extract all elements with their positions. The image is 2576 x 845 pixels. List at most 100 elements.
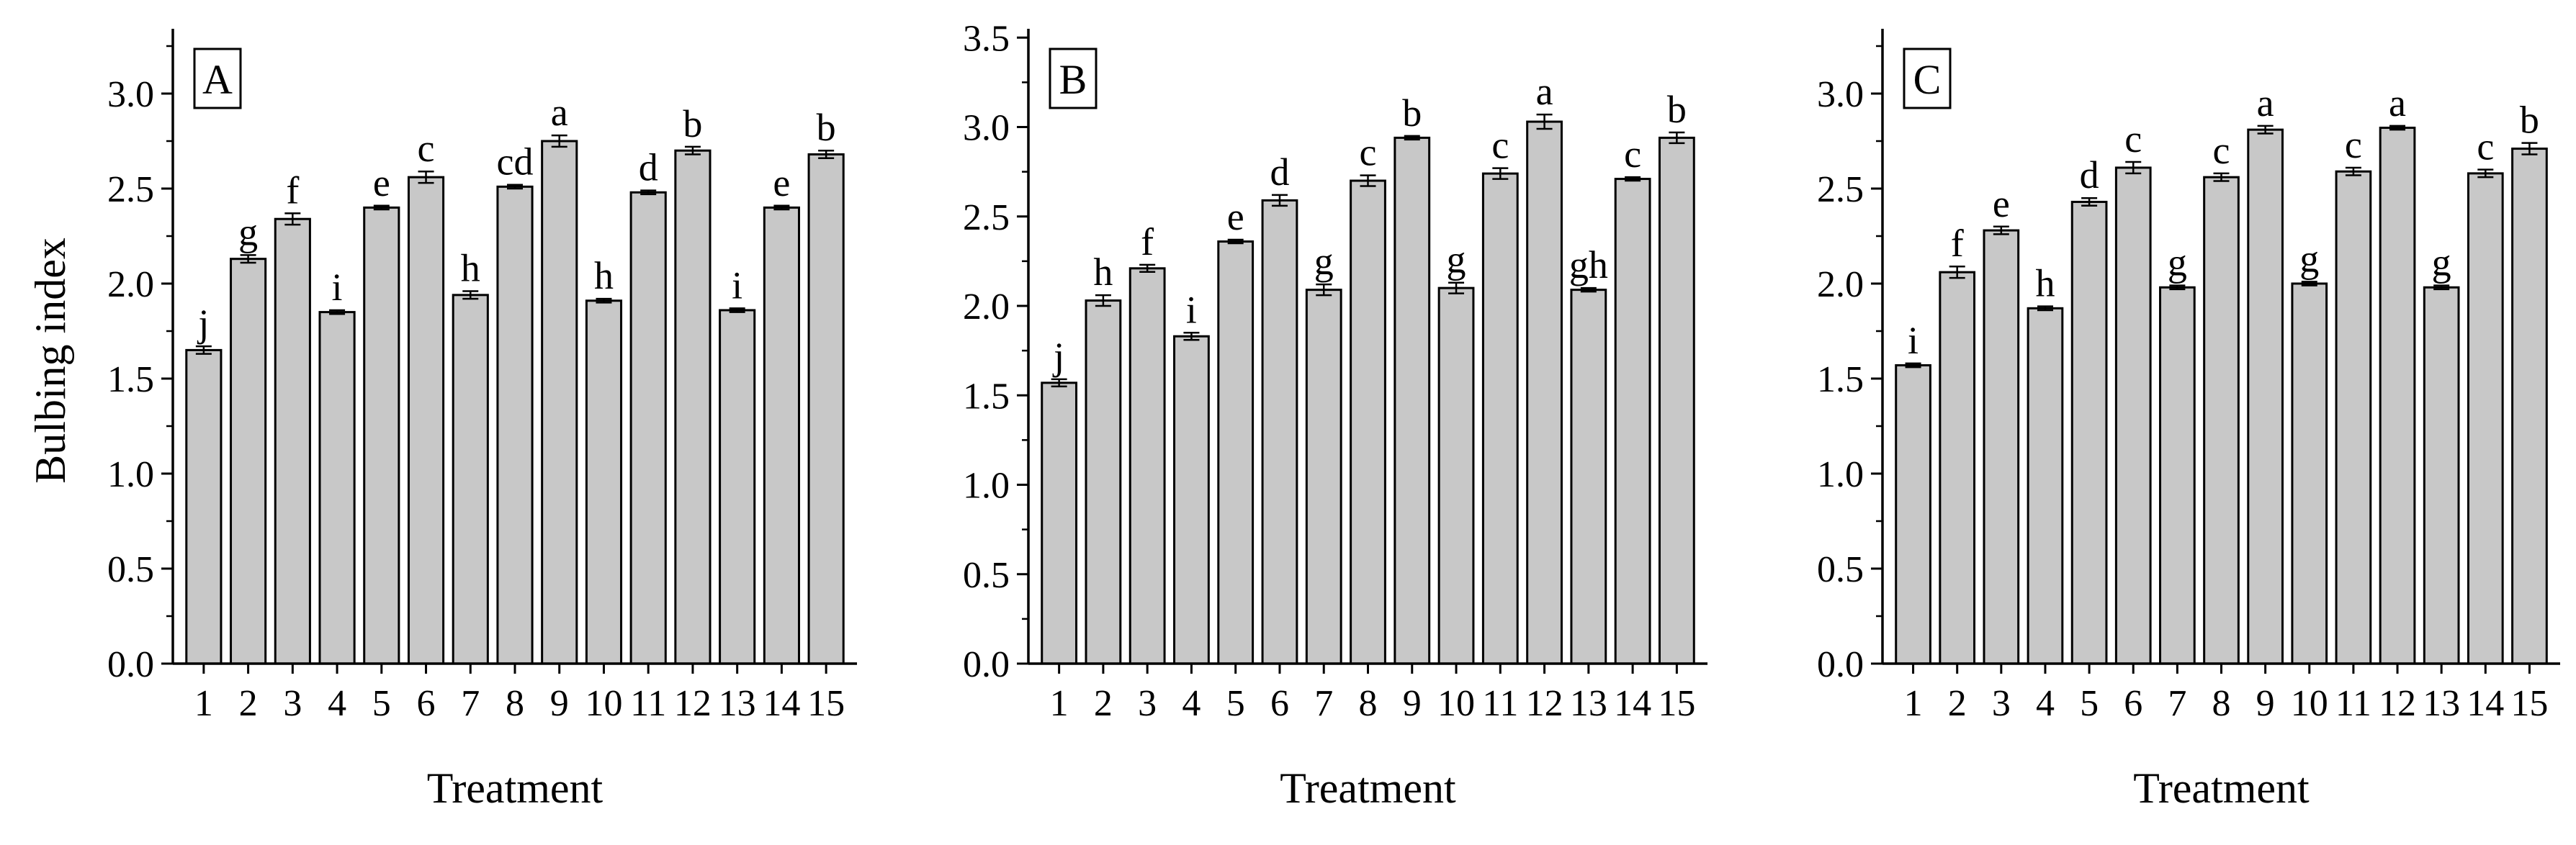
error-bar-C-7 <box>2169 284 2186 291</box>
x-tick-label: 11 <box>2335 683 2371 724</box>
error-bar-C-3 <box>1993 225 2009 235</box>
x-tick-label: 5 <box>2080 683 2099 724</box>
significance-letter: c <box>1491 124 1509 167</box>
error-bar-B-4 <box>1183 332 1200 341</box>
x-tick-label: 5 <box>1226 683 1245 724</box>
error-bar-A-1 <box>195 345 212 355</box>
bar-B-1 <box>1041 381 1078 665</box>
x-tick-label: 6 <box>2124 683 2142 724</box>
x-tick-label: 9 <box>2256 683 2275 724</box>
x-tick-label: 1 <box>1904 683 1923 724</box>
x-tick-label: 3 <box>283 683 302 724</box>
x-tick-label: 10 <box>1437 683 1475 724</box>
error-bar-C-10 <box>2301 281 2317 286</box>
significance-letter: c <box>2124 117 2142 161</box>
bar-B-7 <box>1305 289 1342 665</box>
significance-letter: g <box>2299 237 2319 280</box>
y-tick-label: 1.0 <box>1817 454 1864 495</box>
x-tick-label: 7 <box>1314 683 1333 724</box>
bar-A-11 <box>629 191 667 665</box>
error-bar-C-4 <box>2037 305 2053 312</box>
y-tick-label: 0.5 <box>107 549 154 590</box>
bar-C-9 <box>2247 128 2284 665</box>
panel-label: A <box>202 56 233 103</box>
y-tick-label: 1.0 <box>107 454 154 495</box>
y-axis-title: Bulbing index <box>27 238 74 484</box>
bar-A-8 <box>496 185 534 665</box>
significance-letter: i <box>1186 288 1197 331</box>
y-tick-label: 1.5 <box>1817 359 1864 400</box>
bar-A-14 <box>763 206 800 665</box>
chart-panel-A: j 1 g 2 f 3 i 4 e 5 c 6 h 7 cd 8 a 9 h 10 d 11 b 12 i 13 e 14 b 15 0.0… <box>27 29 857 812</box>
error-bar-C-5 <box>2081 196 2098 207</box>
bar-B-14 <box>1614 178 1651 665</box>
error-bar-A-11 <box>640 189 657 196</box>
error-bar-C-9 <box>2257 125 2274 135</box>
error-bar-C-15 <box>2521 142 2538 155</box>
x-tick-label: 4 <box>2036 683 2055 724</box>
significance-letter: d <box>2080 153 2099 196</box>
bar-C-7 <box>2159 286 2196 665</box>
error-bar-B-1 <box>1051 378 1067 388</box>
error-bar-A-8 <box>507 184 523 190</box>
y-tick-label: 1.5 <box>107 359 154 400</box>
bar-B-11 <box>1481 172 1519 665</box>
bar-C-5 <box>2070 200 2108 665</box>
x-tick-label: 10 <box>2291 683 2328 724</box>
error-bar-A-10 <box>596 297 612 304</box>
x-tick-label: 2 <box>1094 683 1113 724</box>
bar-C-12 <box>2379 127 2416 665</box>
y-tick-label: 3.0 <box>1817 74 1864 115</box>
bar-A-7 <box>452 294 489 665</box>
bar-A-2 <box>230 258 267 665</box>
significance-letter: a <box>1536 70 1553 113</box>
x-tick-label: 13 <box>2423 683 2460 724</box>
significance-letter: e <box>373 161 390 204</box>
significance-letter: a <box>2389 81 2406 125</box>
x-axis-title: Treatment <box>427 764 603 812</box>
significance-letter: f <box>286 168 299 212</box>
y-tick-label: 3.0 <box>107 74 154 115</box>
bar-A-9 <box>541 140 578 665</box>
x-tick-label: 15 <box>2510 683 2548 724</box>
y-tick-label: 0.0 <box>1817 644 1864 685</box>
significance-letter: i <box>332 266 343 309</box>
significance-letter: b <box>817 106 836 149</box>
bar-B-12 <box>1526 120 1563 665</box>
x-tick-label: 8 <box>2212 683 2231 724</box>
error-bar-A-15 <box>818 149 835 160</box>
significance-letter: e <box>1993 182 2010 225</box>
x-tick-label: 4 <box>1182 683 1201 724</box>
x-tick-label: 13 <box>719 683 756 724</box>
significance-letter: e <box>773 161 790 204</box>
significance-letter: g <box>2168 241 2187 284</box>
bar-C-6 <box>2114 166 2152 665</box>
bar-C-15 <box>2511 148 2548 665</box>
bar-B-15 <box>1658 136 1695 665</box>
x-axis-title: Treatment <box>2133 764 2310 812</box>
x-tick-label: 14 <box>2467 683 2504 724</box>
error-bar-B-12 <box>1536 113 1553 130</box>
significance-letter: d <box>1270 150 1289 194</box>
x-tick-label: 11 <box>630 683 666 724</box>
significance-letter: j <box>197 302 209 345</box>
y-tick-label: 2.5 <box>107 169 154 210</box>
significance-letter: h <box>594 254 614 297</box>
bar-A-6 <box>407 176 445 665</box>
bar-B-5 <box>1217 240 1255 665</box>
error-bar-B-11 <box>1492 167 1509 180</box>
bar-A-3 <box>274 217 311 665</box>
x-tick-label: 3 <box>1992 683 2011 724</box>
error-bar-B-8 <box>1360 174 1376 187</box>
panel-label-box <box>1049 48 1098 109</box>
x-tick-label: 10 <box>585 683 622 724</box>
significance-letter: f <box>1951 222 1964 265</box>
error-bar-C-12 <box>2389 125 2406 131</box>
bar-C-1 <box>1895 364 1931 665</box>
x-tick-label: 7 <box>461 683 480 724</box>
error-bar-B-5 <box>1227 238 1244 245</box>
x-tick-label: 12 <box>1526 683 1563 724</box>
x-tick-label: 1 <box>1050 683 1069 724</box>
bar-B-4 <box>1173 335 1210 665</box>
error-bar-C-1 <box>1905 362 1921 369</box>
